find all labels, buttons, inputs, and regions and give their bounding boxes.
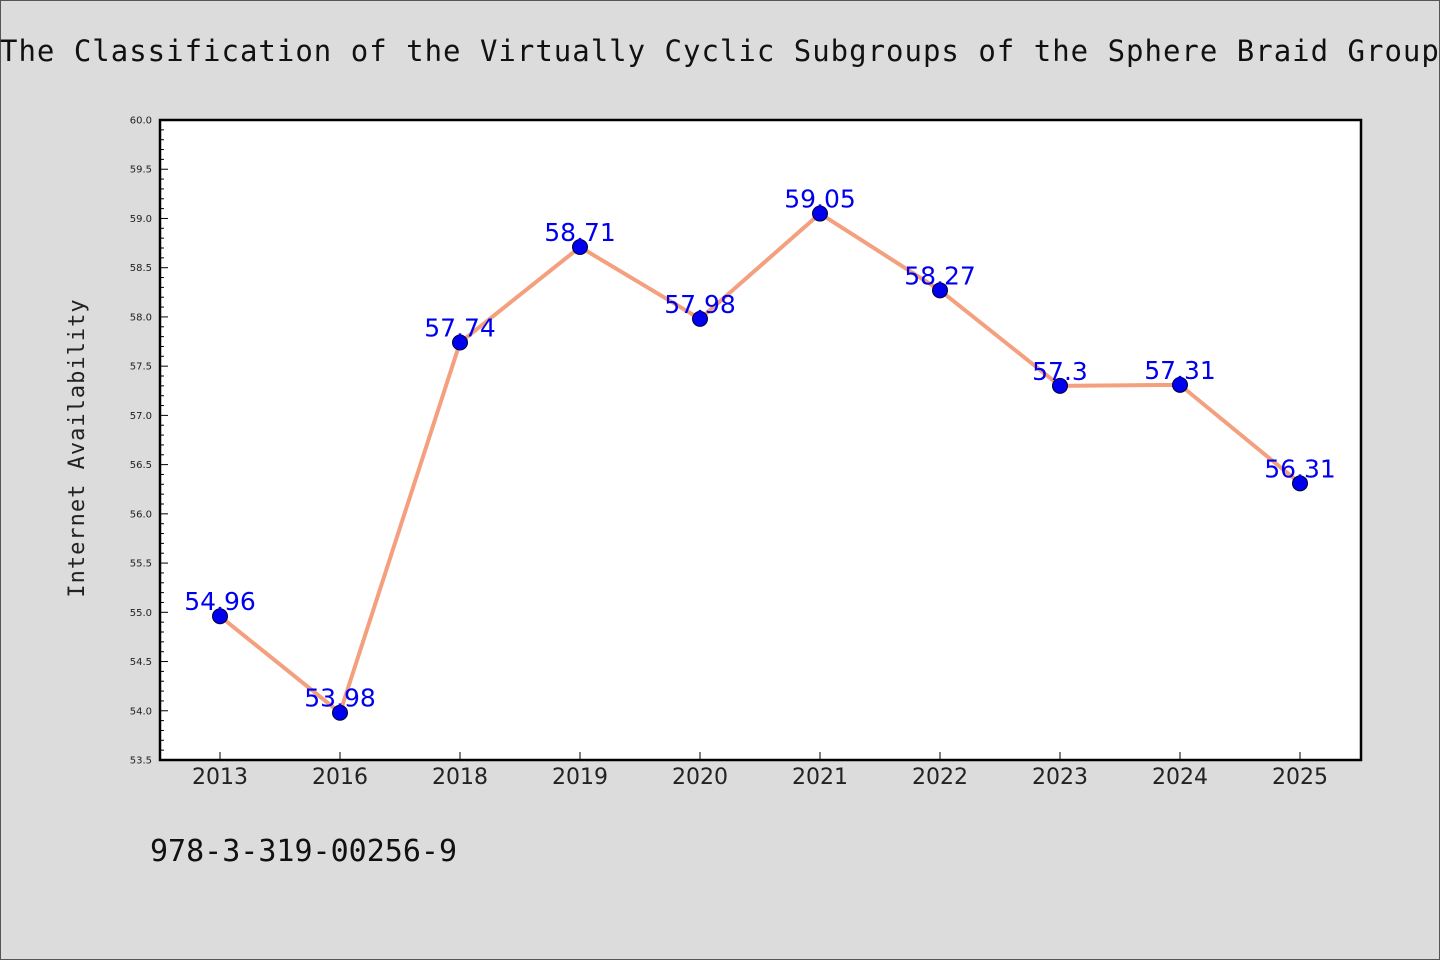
y-tick-label: 58.0 [130, 312, 152, 323]
data-point [572, 239, 588, 256]
x-tick-label: 2019 [552, 765, 608, 790]
x-tick-label: 2018 [432, 765, 488, 790]
y-tick-label: 59.5 [130, 165, 152, 176]
data-label: 57.98 [664, 290, 736, 319]
y-tick-label: 54.0 [130, 706, 152, 717]
data-point [452, 334, 468, 351]
data-point [932, 282, 948, 299]
x-tick-label: 2020 [672, 765, 728, 790]
data-label: 57.31 [1144, 356, 1216, 385]
y-tick-label: 55.0 [130, 608, 152, 619]
data-label: 57.74 [424, 314, 496, 343]
y-tick-label: 57.0 [130, 411, 152, 422]
series-line [218, 211, 1302, 715]
data-point [1172, 376, 1188, 393]
y-axis-label: Internet Availability [65, 298, 90, 597]
x-tick-label: 2023 [1032, 765, 1088, 790]
data-point [812, 205, 828, 222]
x-tick-label: 2025 [1272, 765, 1328, 790]
data-label: 53.98 [304, 684, 376, 713]
data-point [692, 310, 708, 327]
y-tick-label: 58.5 [130, 263, 152, 274]
y-tick-label: 60.0 [130, 116, 152, 127]
y-tick-label: 56.5 [130, 460, 152, 471]
data-label: 59.05 [784, 185, 856, 214]
x-tick-label: 2016 [312, 765, 368, 790]
y-tick-label: 54.5 [130, 657, 152, 668]
plot-area [158, 118, 1363, 762]
data-label: 56.31 [1264, 454, 1336, 483]
data-point [332, 704, 348, 721]
data-label: 57.3 [1032, 357, 1088, 386]
y-tick-label: 55.5 [130, 559, 152, 570]
y-tick-label: 57.5 [130, 362, 152, 373]
x-tick-label: 2021 [792, 765, 848, 790]
x-tick-label: 2013 [192, 765, 248, 790]
chart-title: The Classification of the Virtually Cycl… [0, 34, 1440, 68]
data-label: 54.96 [184, 587, 256, 616]
data-point [1292, 475, 1308, 492]
data-label: 58.27 [904, 261, 976, 290]
y-tick-label: 59.0 [130, 214, 152, 225]
data-point [1052, 377, 1068, 394]
y-tick-label: 56.0 [130, 509, 152, 520]
y-tick-label: 53.5 [130, 756, 152, 767]
isbn-text: 978-3-319-00256-9 [150, 834, 458, 869]
data-label: 58.71 [544, 218, 616, 247]
x-tick-label: 2022 [912, 765, 968, 790]
data-point [212, 608, 228, 625]
x-tick-label: 2024 [1152, 765, 1208, 790]
